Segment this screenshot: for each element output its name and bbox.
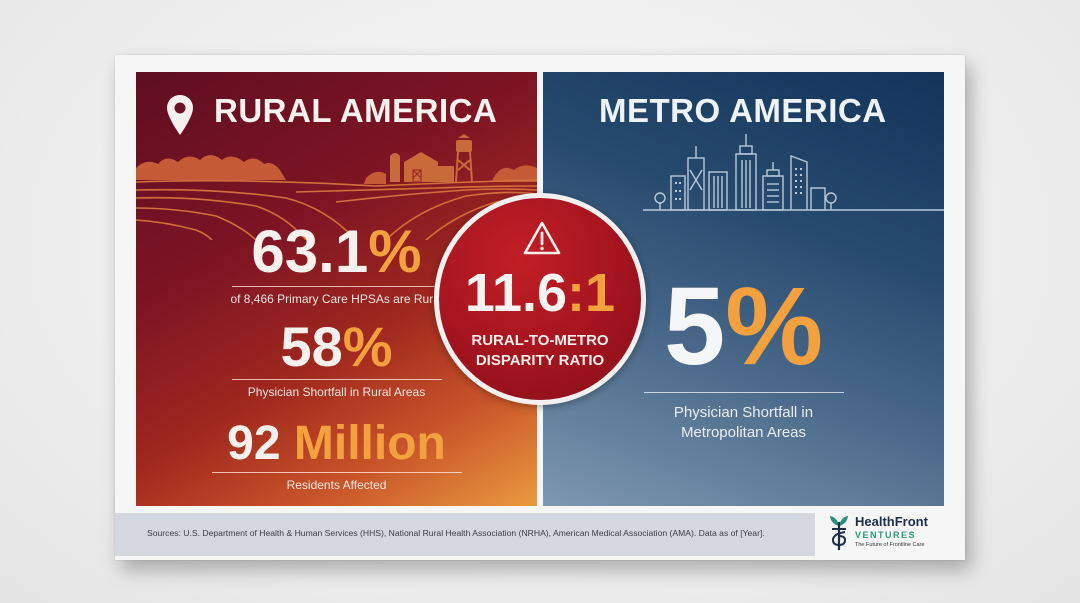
disparity-ratio-badge: 11.6:1 RURAL-TO-METRO DISPARITY RATIO	[434, 193, 646, 405]
metro-shortfall-label: Physician Shortfall in Metropolitan Area…	[673, 404, 814, 441]
infographic-poster: RURAL AMERICA	[115, 55, 965, 560]
rural-residents-stat: 92 Million Residents Affected	[136, 420, 537, 492]
logo-name: HealthFront	[855, 514, 928, 529]
sources-footer: Sources: U.S. Department of Health & Hum…	[115, 513, 815, 556]
warning-icon	[523, 221, 561, 255]
caduceus-leaf-icon	[830, 516, 848, 550]
rural-shortfall-label: Physician Shortfall in Rural Areas	[247, 385, 426, 399]
sources-text: Sources: U.S. Department of Health & Hum…	[147, 528, 765, 538]
city-skyline-icon	[643, 134, 944, 211]
map-pin-icon	[167, 95, 193, 135]
rural-hpsa-value: 63.1%	[251, 218, 422, 285]
metro-shortfall-stat: 5% Physician Shortfall in Metropolitan A…	[543, 272, 944, 442]
rural-residents-value: 92 Million	[227, 417, 446, 470]
divider	[231, 379, 442, 380]
rural-hpsa-stat: 63.1% of 8,466 Primary Care HPSAs are Ru…	[136, 218, 537, 307]
divider	[643, 392, 844, 393]
rural-shortfall-value: 58%	[280, 315, 393, 378]
divider	[211, 472, 462, 473]
metro-shortfall-value: 5%	[664, 265, 823, 388]
rural-title: RURAL AMERICA	[214, 92, 498, 129]
farm-landscape-icon	[136, 134, 537, 240]
metro-title: METRO AMERICA	[599, 92, 887, 129]
divider	[231, 286, 442, 287]
rural-hpsa-label: of 8,466 Primary Care HPSAs are Rural	[230, 292, 443, 306]
ratio-value: 11.6:1	[464, 263, 616, 323]
rural-shortfall-stat: 58% Physician Shortfall in Rural Areas	[136, 319, 537, 399]
logo-sub: VENTURES	[855, 530, 917, 540]
rural-residents-label: Residents Affected	[286, 478, 387, 492]
logo-tagline: The Future of Frontline Care	[855, 542, 925, 548]
ratio-label: RURAL-TO-METRO DISPARITY RATIO	[471, 332, 609, 369]
healthfront-logo: HealthFront VENTURES The Future of Front…	[829, 512, 959, 556]
